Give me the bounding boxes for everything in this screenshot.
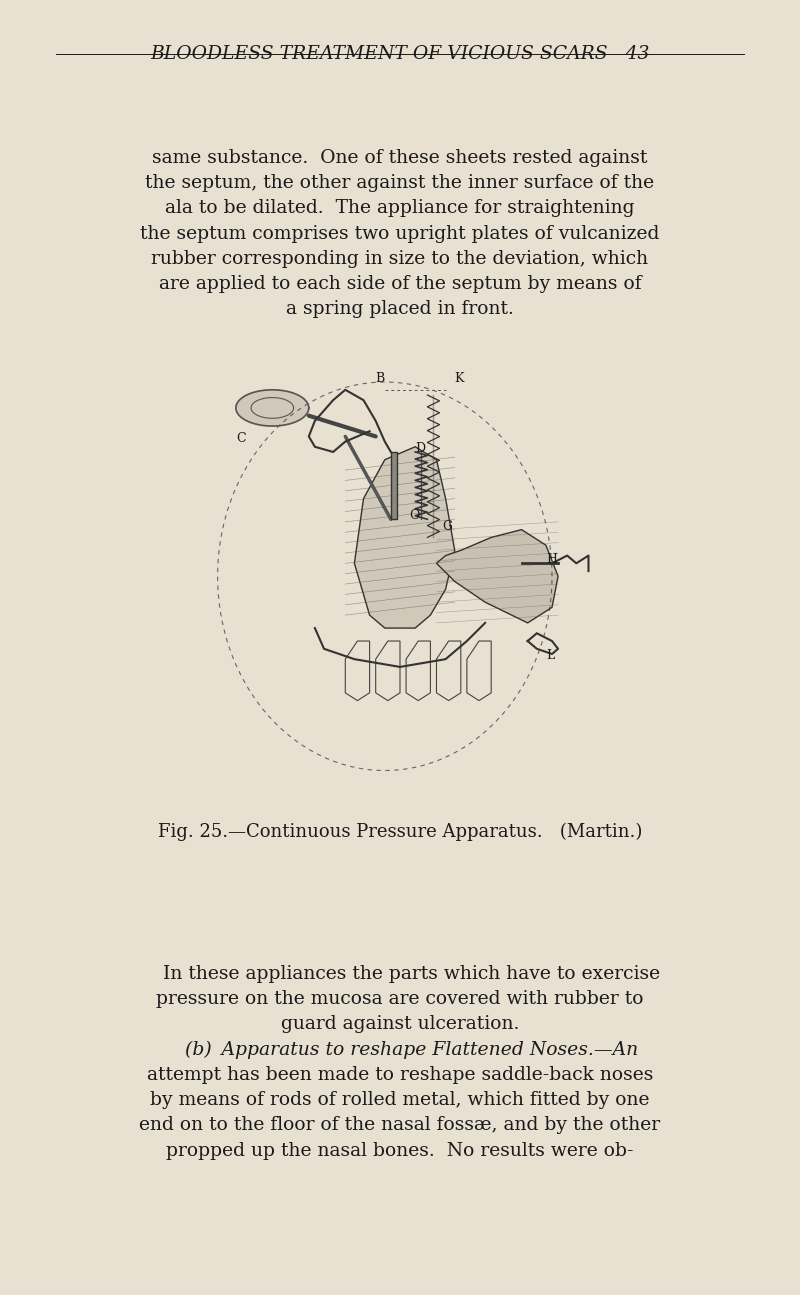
Text: (b)  Apparatus to reshape Flattened Noses.—An: (b) Apparatus to reshape Flattened Noses… (162, 1041, 638, 1059)
Text: D: D (415, 442, 426, 455)
Polygon shape (236, 390, 309, 426)
Text: the septum comprises two upright plates of vulcanized: the septum comprises two upright plates … (140, 224, 660, 242)
Text: BLOODLESS TREATMENT OF VICIOUS SCARS   43: BLOODLESS TREATMENT OF VICIOUS SCARS 43 (150, 45, 650, 63)
Text: the septum, the other against the inner surface of the: the septum, the other against the inner … (146, 175, 654, 192)
Text: ala to be dilated.  The appliance for straightening: ala to be dilated. The appliance for str… (166, 199, 634, 218)
Polygon shape (346, 641, 370, 701)
Text: B: B (376, 372, 385, 385)
Polygon shape (391, 452, 397, 519)
Text: by means of rods of rolled metal, which fitted by one: by means of rods of rolled metal, which … (150, 1090, 650, 1109)
Text: guard against ulceration.: guard against ulceration. (281, 1015, 519, 1033)
Text: pressure on the mucosa are covered with rubber to: pressure on the mucosa are covered with … (156, 989, 644, 1008)
Polygon shape (437, 641, 461, 701)
Polygon shape (376, 641, 400, 701)
Text: G: G (442, 519, 453, 532)
Text: H: H (546, 553, 557, 566)
Text: attempt has been made to reshape saddle-back noses: attempt has been made to reshape saddle-… (147, 1066, 653, 1084)
Polygon shape (467, 641, 491, 701)
Polygon shape (406, 641, 430, 701)
Text: rubber corresponding in size to the deviation, which: rubber corresponding in size to the devi… (151, 250, 649, 268)
Text: a spring placed in front.: a spring placed in front. (286, 300, 514, 319)
Text: are applied to each side of the septum by means of: are applied to each side of the septum b… (158, 276, 642, 293)
Text: Fig. 25.—Continuous Pressure Apparatus.   (Martin.): Fig. 25.—Continuous Pressure Apparatus. … (158, 822, 642, 840)
Text: propped up the nasal bones.  No results were ob-: propped up the nasal bones. No results w… (166, 1142, 634, 1159)
Polygon shape (437, 530, 558, 623)
Polygon shape (354, 447, 454, 628)
Text: K: K (454, 372, 464, 385)
Text: In these appliances the parts which have to exercise: In these appliances the parts which have… (139, 965, 661, 983)
Text: end on to the floor of the nasal fossæ, and by the other: end on to the floor of the nasal fossæ, … (139, 1116, 661, 1134)
Text: O: O (409, 509, 419, 522)
Text: C: C (236, 431, 246, 444)
Text: L: L (546, 649, 554, 662)
Text: same substance.  One of these sheets rested against: same substance. One of these sheets rest… (152, 149, 648, 167)
